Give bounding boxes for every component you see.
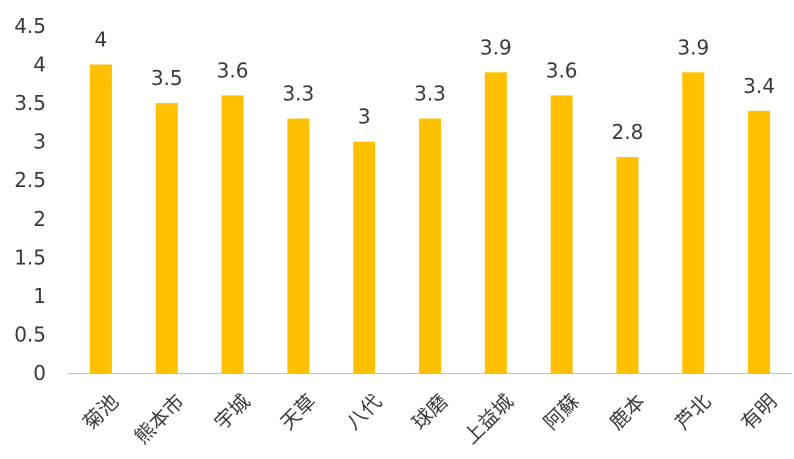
x-tick-label: 八代: [341, 389, 386, 434]
x-tick-label: 阿蘇: [539, 389, 584, 434]
bar: [155, 103, 178, 373]
data-label: 3.3: [282, 82, 314, 106]
bar: [748, 110, 771, 374]
data-label: 3: [358, 105, 371, 129]
data-label: 3.9: [677, 35, 709, 59]
data-label: 2.8: [612, 120, 644, 144]
bar: [419, 118, 441, 374]
x-tick-label: 菊池: [78, 389, 123, 434]
bar: [616, 157, 639, 373]
x-tick-label: 鹿本: [604, 389, 649, 434]
y-tick-label: 3: [33, 130, 46, 154]
bar: [353, 141, 376, 373]
data-label: 3.4: [743, 74, 775, 98]
data-label: 4: [95, 28, 108, 52]
bar: [484, 72, 507, 374]
bar: [221, 95, 244, 374]
data-label: 3.9: [480, 35, 512, 59]
y-tick-label: 1.5: [14, 245, 46, 269]
y-tick-label: 2.5: [14, 168, 46, 192]
x-tick-label: 熊本市: [130, 389, 189, 448]
x-tick-label: 有明: [736, 389, 781, 434]
category-labels: 菊池 熊本市 宇城 天草 八代 球磨 上益城 阿蘇 鹿本 芦北 有明: [78, 389, 781, 448]
x-tick-label: 球磨: [407, 389, 452, 434]
x-tick-label: 宇城: [210, 389, 255, 434]
x-tick-label: 芦北: [670, 389, 715, 434]
y-tick-label: 0: [33, 361, 46, 385]
data-label: 3.3: [414, 82, 446, 106]
data-label: 3.6: [546, 58, 578, 82]
bar: [89, 64, 112, 374]
bar: [287, 118, 310, 374]
y-tick-label: 2: [33, 207, 46, 231]
bar: [550, 95, 573, 374]
y-tick-label: 0.5: [14, 322, 46, 346]
x-tick-label: 上益城: [459, 389, 518, 448]
y-axis-ticks: 0 0.5 1 1.5 2 2.5 3 3.5 4 4.5: [14, 14, 46, 385]
y-tick-label: 4.5: [14, 14, 46, 38]
y-tick-label: 4: [33, 53, 46, 77]
bar: [682, 72, 705, 374]
y-tick-label: 1: [33, 284, 46, 308]
data-label: 3.5: [151, 66, 183, 90]
data-labels: 4 3.5 3.6 3.3 3 3.3 3.9 3.6 2.8 3.9 3.4: [95, 28, 775, 145]
x-tick-label: 天草: [275, 389, 320, 434]
data-label: 3.6: [217, 58, 249, 82]
y-tick-label: 3.5: [14, 91, 46, 115]
bars: [89, 64, 771, 374]
